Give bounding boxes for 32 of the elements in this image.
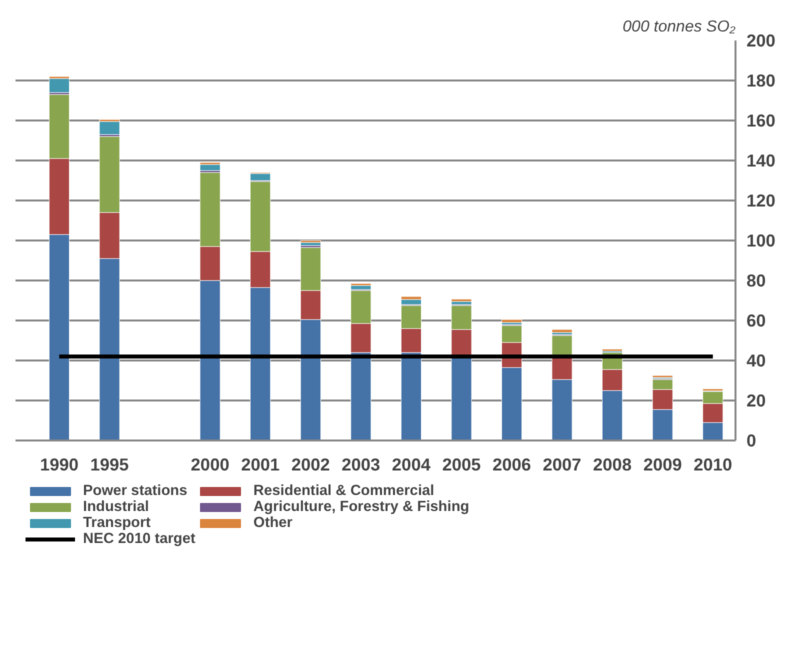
legend-label: Residential & Commercial — [253, 483, 434, 499]
y-tick-label: 40 — [746, 350, 766, 370]
x-tick-label: 2001 — [241, 454, 280, 474]
x-tick-label: 2009 — [643, 454, 682, 474]
x-tick-label: 2003 — [342, 454, 381, 474]
y-tick-label: 120 — [746, 190, 776, 210]
y-tick-label: 160 — [746, 110, 776, 130]
y-tick-label: 140 — [746, 150, 776, 170]
legend-label: Other — [253, 515, 293, 531]
y-tick-label: 180 — [746, 70, 776, 90]
y-tick-label: 100 — [746, 230, 776, 250]
legend-label: Industrial — [83, 499, 149, 515]
legend-label: Agriculture, Forestry & Fishing — [253, 499, 470, 515]
y-tick-label: 0 — [746, 430, 756, 450]
x-tick-label: 2005 — [442, 454, 482, 474]
y-tick-label: 80 — [746, 270, 766, 290]
legend-label: NEC 2010 target — [83, 531, 196, 547]
x-tick-label: 1990 — [40, 454, 79, 474]
x-tick-label: 2002 — [291, 454, 330, 474]
x-tick-label: 1995 — [90, 454, 130, 474]
y-tick-label: 60 — [746, 310, 766, 330]
legend-label: Transport — [83, 515, 151, 531]
legend-label: Power stations — [83, 483, 188, 499]
x-tick-label: 2004 — [392, 454, 431, 474]
y-tick-label: 200 — [746, 30, 776, 50]
y-axis-title: 000 tonnes SO₂ — [622, 18, 736, 36]
x-tick-label: 2010 — [694, 454, 732, 474]
y-tick-label: 20 — [746, 390, 766, 410]
x-tick-label: 2008 — [593, 454, 632, 474]
x-tick-label: 2006 — [492, 454, 532, 474]
x-tick-label: 2000 — [190, 454, 230, 474]
x-tick-label: 2007 — [542, 454, 582, 474]
